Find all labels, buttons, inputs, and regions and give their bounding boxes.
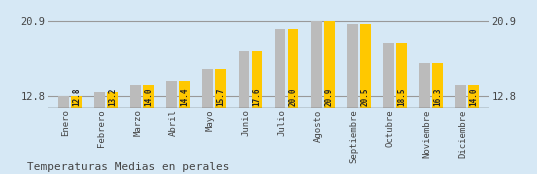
Text: 20.9: 20.9 [325,88,333,106]
Bar [94,92,105,108]
Bar [396,43,407,108]
Bar [166,81,177,108]
Text: 14.0: 14.0 [144,88,153,106]
Bar [143,85,154,108]
Bar [347,24,358,108]
Bar [130,85,141,108]
Bar [202,69,213,108]
Bar [360,24,371,108]
Bar [468,85,479,108]
Bar [251,51,263,108]
Text: 16.3: 16.3 [433,88,442,106]
Bar [107,92,118,108]
Text: 12.8: 12.8 [72,88,81,106]
Bar [288,29,299,108]
Bar [238,51,249,108]
Bar [215,69,226,108]
Text: 20.0: 20.0 [288,88,297,106]
Bar [58,96,69,108]
Bar [455,85,466,108]
Text: Temperaturas Medias en perales: Temperaturas Medias en perales [27,162,229,172]
Bar [419,63,430,108]
Text: 14.0: 14.0 [469,88,478,106]
Text: 17.6: 17.6 [252,88,262,106]
Text: 13.2: 13.2 [108,88,117,106]
Text: 15.7: 15.7 [216,88,226,106]
Bar [324,21,335,108]
Bar [432,63,443,108]
Bar [383,43,394,108]
Text: 18.5: 18.5 [397,88,406,106]
Bar [274,29,286,108]
Bar [311,21,322,108]
Bar [71,96,82,108]
Bar [179,81,190,108]
Text: 20.5: 20.5 [361,88,370,106]
Text: 14.4: 14.4 [180,88,189,106]
